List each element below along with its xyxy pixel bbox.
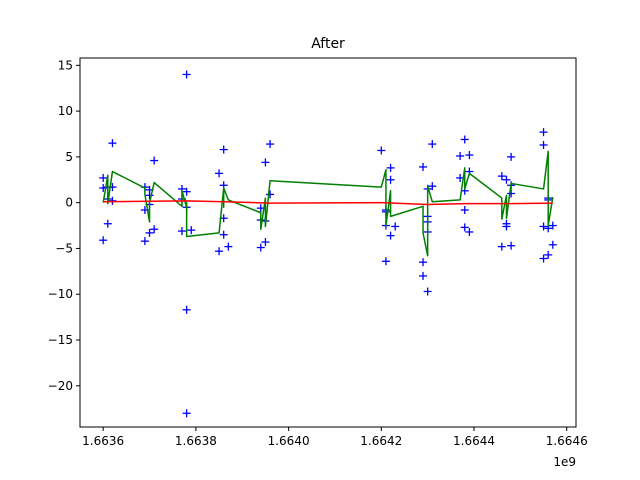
data-point xyxy=(103,219,112,228)
data-point xyxy=(266,190,275,199)
y-tick-label: −20 xyxy=(48,379,73,393)
data-point xyxy=(497,172,506,181)
data-point xyxy=(215,247,224,256)
data-point xyxy=(465,151,474,160)
series-line-1 xyxy=(102,150,554,257)
data-point xyxy=(256,243,265,252)
data-point xyxy=(177,227,186,236)
data-point xyxy=(507,241,516,250)
data-point xyxy=(377,146,386,155)
data-point xyxy=(544,250,553,259)
data-point xyxy=(502,175,511,184)
data-point xyxy=(219,145,228,154)
data-point xyxy=(539,140,548,149)
y-tick-label: −5 xyxy=(55,241,73,255)
data-point xyxy=(150,225,159,234)
data-point xyxy=(215,169,224,178)
data-point xyxy=(456,151,465,160)
data-point xyxy=(145,228,154,237)
data-point xyxy=(548,240,557,249)
plot-frame xyxy=(79,57,577,428)
data-point xyxy=(460,223,469,232)
data-point xyxy=(391,222,400,231)
y-tick-label: −15 xyxy=(48,333,73,347)
x-tick-label: 1.6642 xyxy=(360,434,402,448)
x-tick-label: 1.6644 xyxy=(453,434,495,448)
data-point xyxy=(381,257,390,266)
data-point xyxy=(182,187,191,196)
data-point xyxy=(386,231,395,240)
x-tick-label: 1.6638 xyxy=(175,434,217,448)
data-point xyxy=(99,236,108,245)
data-point xyxy=(539,128,548,137)
data-point xyxy=(423,287,432,296)
chart-title: After xyxy=(311,36,345,52)
y-tick-label: −10 xyxy=(48,287,73,301)
data-point xyxy=(386,163,395,172)
y-tick-label: 15 xyxy=(58,58,73,72)
data-point xyxy=(497,242,506,251)
data-point xyxy=(548,221,557,230)
data-point xyxy=(419,162,428,171)
data-point xyxy=(108,196,117,205)
data-point xyxy=(428,182,437,191)
y-tick-label: 10 xyxy=(58,104,73,118)
data-point xyxy=(539,254,548,263)
x-offset-label: 1e9 xyxy=(553,455,576,469)
data-point xyxy=(266,140,275,149)
data-point xyxy=(182,70,191,79)
data-point xyxy=(219,230,228,239)
data-point xyxy=(261,158,270,167)
data-point xyxy=(460,205,469,214)
data-point xyxy=(460,135,469,144)
x-tick-label: 1.6640 xyxy=(268,434,310,448)
data-point xyxy=(182,305,191,314)
y-axis: −20 −15 −10 −5 0 5 10 15 xyxy=(48,58,80,393)
data-point xyxy=(261,238,270,247)
data-point xyxy=(419,258,428,267)
y-tick-label: 0 xyxy=(65,196,73,210)
data-point xyxy=(386,175,395,184)
y-tick-label: 5 xyxy=(65,150,73,164)
x-tick-label: 1.6646 xyxy=(546,434,588,448)
data-point xyxy=(187,226,196,235)
data-point xyxy=(465,227,474,236)
data-point xyxy=(99,173,108,182)
data-point xyxy=(108,139,117,148)
x-tick-label: 1.6636 xyxy=(82,434,124,448)
plot-series xyxy=(99,70,557,418)
data-point xyxy=(507,189,516,198)
data-point xyxy=(507,152,516,161)
data-point xyxy=(140,237,149,246)
series-line-2 xyxy=(103,200,553,206)
data-point xyxy=(428,140,437,149)
data-point xyxy=(182,409,191,418)
data-point xyxy=(419,271,428,280)
data-point xyxy=(502,222,511,231)
data-point xyxy=(224,242,233,251)
data-point xyxy=(539,222,548,231)
data-point xyxy=(150,156,159,165)
x-axis: 1.6636 1.6638 1.6640 1.6642 1.6644 1.6646 xyxy=(82,427,588,448)
